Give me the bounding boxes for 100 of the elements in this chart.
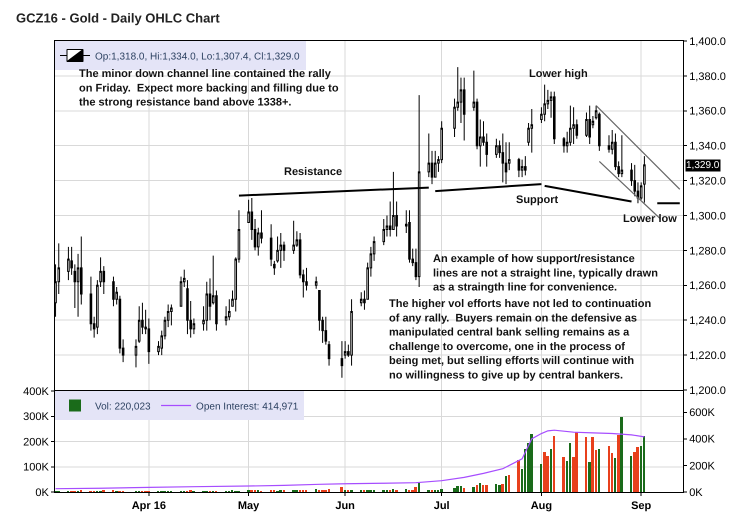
annotation: The minor down channel line contained the rally on Friday. Expect more backing and filling due to the strong resistance band above 1338+. — [79, 68, 339, 109]
annotation: An example of how support/resistance lines are not a straight line, typically drawn as a straingth line for convenience. — [433, 253, 658, 294]
bar — [569, 443, 571, 492]
y-tick-label: 200K — [23, 436, 50, 448]
bar — [453, 488, 456, 492]
bar — [598, 449, 600, 492]
bar — [617, 435, 620, 492]
y-tick-label: 300K — [23, 411, 50, 424]
bar — [553, 436, 555, 492]
candlestick — [340, 340, 344, 378]
candlestick — [553, 91, 556, 144]
bar — [575, 432, 578, 492]
y-tick-label: 1,360.0 — [689, 106, 726, 118]
bar — [614, 458, 616, 492]
candlestick — [530, 108, 534, 154]
y-tick-label: 400K — [23, 386, 50, 398]
candlestick — [314, 276, 318, 290]
bar — [636, 447, 639, 492]
bar — [620, 417, 623, 492]
annotation: Support — [516, 194, 558, 206]
bar — [608, 446, 610, 492]
y-tick-label: 1,300.0 — [689, 210, 726, 222]
annotation: The higher vol efforts have not led to continuation of any rally. Buyers remain on the defensive as manipulated central bank selling remains as a challenge to overcome, one in the process of being met, but selling efforts will continue with no willingness to give up by central bankers. — [389, 298, 652, 382]
annotation: Lower low — [623, 213, 678, 225]
bar — [392, 489, 394, 492]
bar — [485, 485, 488, 492]
candlestick — [292, 220, 295, 254]
candlestick — [112, 276, 115, 307]
candlestick — [643, 156, 646, 204]
bar — [472, 487, 475, 492]
x-tick-label: Jun — [335, 500, 356, 512]
bar — [440, 489, 443, 492]
bar — [476, 485, 478, 492]
annotation: Lower high — [529, 68, 588, 80]
bar — [418, 483, 420, 492]
bar — [482, 485, 484, 492]
bar — [517, 460, 520, 492]
bar — [328, 489, 330, 492]
candlestick — [462, 77, 466, 141]
bar — [501, 484, 504, 492]
y-tick-label: 100K — [23, 462, 50, 474]
candlestick — [279, 232, 282, 268]
y-tick-label: 1,240.0 — [689, 315, 726, 328]
bar — [460, 486, 462, 492]
bar — [585, 437, 587, 492]
y-tick-label: 1,220.0 — [689, 350, 726, 362]
candlestick — [350, 298, 353, 366]
bar — [546, 456, 549, 492]
bar — [643, 436, 645, 492]
candlestick — [67, 246, 70, 281]
legend-label: Vol: 220,023 — [95, 401, 152, 412]
y-tick-label: 0K — [35, 486, 50, 499]
x-tick-label: Apr 16 — [132, 500, 166, 512]
x-tick-label: May — [238, 500, 260, 512]
bar — [479, 483, 481, 492]
y-tick-label: 1,320.0 — [689, 175, 726, 188]
bar — [315, 489, 317, 492]
candlestick — [524, 156, 527, 176]
y-tick-label: 1,340.0 — [689, 140, 726, 153]
bar — [562, 457, 565, 492]
bar — [543, 452, 546, 492]
y-tick-label: 1,200.0 — [689, 384, 726, 397]
y-tick-label: 1,380.0 — [689, 70, 726, 83]
line-series — [55, 430, 645, 490]
bar — [530, 434, 533, 492]
candlestick — [572, 106, 575, 144]
candlestick — [543, 84, 546, 122]
bar — [588, 462, 591, 492]
candlestick — [518, 157, 520, 178]
candlestick — [520, 159, 524, 178]
candlestick — [408, 210, 411, 264]
bar — [508, 475, 510, 492]
bar — [630, 456, 632, 492]
legend-label: Op:1,318.0, Hi:1,334.0, Lo:1,307.4, Cl:1,329.0 — [95, 51, 300, 62]
x-tick-label: Aug — [530, 500, 552, 512]
bar — [463, 488, 465, 492]
annotation: Resistance — [284, 166, 342, 178]
y-tick-label: 1,400.0 — [689, 36, 726, 48]
chart-title: GCZ16 - Gold - Daily OHLC Chart — [16, 10, 220, 26]
x-tick-label: Sep — [631, 500, 652, 512]
bar — [414, 487, 417, 492]
y2-tick-label: 600K — [689, 407, 716, 420]
candlestick — [588, 105, 591, 144]
bar — [405, 489, 407, 492]
bar — [540, 464, 542, 492]
candlestick — [620, 134, 624, 178]
candlestick — [205, 281, 208, 332]
candlestick — [382, 218, 386, 246]
bar — [498, 485, 501, 492]
candlestick — [360, 292, 363, 307]
bar — [495, 484, 497, 492]
bar — [591, 437, 594, 492]
y-tick-label: 1,260.0 — [689, 280, 726, 292]
candlestick — [502, 132, 504, 183]
bar — [505, 476, 507, 492]
legend-label: Open Interest: 414,971 — [196, 401, 299, 412]
bar — [340, 487, 343, 492]
candlestick — [495, 138, 498, 158]
bar — [456, 486, 459, 492]
x-tick-label: Jul — [434, 500, 450, 512]
